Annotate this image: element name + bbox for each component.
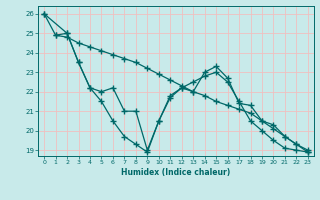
X-axis label: Humidex (Indice chaleur): Humidex (Indice chaleur) [121,168,231,177]
